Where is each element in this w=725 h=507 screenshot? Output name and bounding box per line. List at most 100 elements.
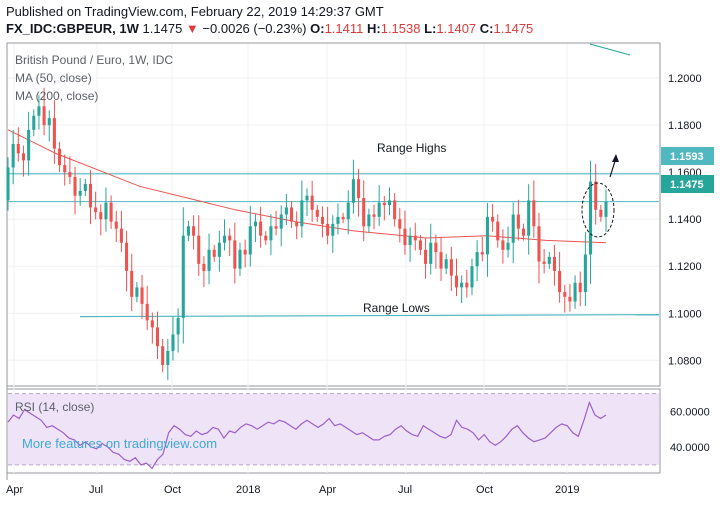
- candle-body: [485, 216, 489, 255]
- price-change: −0.0026 (−0.23%): [202, 21, 307, 36]
- rsi-line: [7, 400, 607, 470]
- candle-body: [290, 207, 294, 222]
- legend-ma200: MA (200, close): [15, 89, 98, 103]
- ma50-line: [7, 129, 607, 244]
- candle-body: [166, 350, 170, 366]
- candle-body: [104, 202, 108, 220]
- candle-body: [11, 143, 15, 168]
- candle-body: [496, 221, 500, 241]
- candle-body: [284, 207, 288, 215]
- candle-body: [274, 226, 278, 229]
- candle-body: [604, 201, 608, 217]
- time-tick-label: Jul: [398, 484, 412, 496]
- candle-body: [63, 165, 67, 173]
- candle-body: [16, 143, 20, 154]
- candle-body: [480, 252, 484, 255]
- candle-body: [207, 249, 211, 271]
- high-value: 1.1538: [380, 21, 421, 36]
- candle-body: [418, 240, 422, 250]
- published-line: Published on TradingView.com, February 2…: [6, 4, 384, 19]
- candle-body: [315, 209, 319, 217]
- candle-body: [506, 242, 510, 250]
- time-tick-label: Apr: [319, 484, 336, 496]
- candle-body: [192, 226, 196, 236]
- candle-body: [217, 242, 221, 257]
- candle-body: [259, 221, 263, 236]
- candle-body: [145, 303, 149, 321]
- candle-body: [42, 106, 46, 126]
- time-tick-label: Apr: [6, 484, 23, 496]
- candle-body: [351, 179, 355, 203]
- rsi-axis[interactable]: 40.0000 60.0000: [670, 406, 710, 454]
- price-pane-frame: [6, 42, 661, 387]
- price-tick-label: 1.0800: [668, 355, 702, 367]
- candle-body: [161, 346, 165, 366]
- candle-body: [248, 226, 252, 255]
- candle-body: [88, 183, 93, 208]
- candle-body: [599, 209, 603, 217]
- candle-body: [367, 214, 371, 227]
- ma200-line: [589, 43, 631, 56]
- candle-body: [449, 259, 453, 276]
- candle-body: [109, 202, 113, 222]
- candle-body: [434, 242, 438, 253]
- candle-body: [521, 228, 526, 236]
- candle-body: [222, 235, 227, 243]
- time-axis[interactable]: Apr Jul Oct 2018 Apr Jul Oct 2019: [6, 484, 579, 496]
- close-label: C:: [479, 21, 494, 36]
- candle-body: [155, 327, 160, 347]
- range-highs-label: Range Highs: [377, 141, 446, 155]
- candle-body: [408, 235, 412, 246]
- candle-body: [181, 235, 185, 318]
- legend-ma50: MA (50, close): [15, 71, 92, 85]
- price-tick-label: 1.2000: [668, 73, 702, 85]
- low-value: 1.1407: [436, 21, 477, 36]
- chart-header: Published on TradingView.com, February 2…: [6, 3, 721, 37]
- candle-body: [176, 317, 180, 335]
- candle-body: [326, 223, 330, 236]
- candle-body: [589, 181, 593, 255]
- candle-body: [429, 242, 433, 264]
- candle-body: [377, 202, 381, 217]
- candle-body: [264, 235, 268, 241]
- candle-body: [21, 153, 25, 161]
- highlight-ellipse: [581, 182, 615, 238]
- range-lows-label: Range Lows: [363, 301, 430, 315]
- candle-body: [114, 221, 118, 229]
- candle-body: [300, 200, 304, 227]
- price-tick-label: 1.1200: [668, 261, 702, 273]
- candle-body: [320, 216, 324, 224]
- candle-body: [594, 181, 598, 210]
- high-label: H:: [367, 21, 381, 36]
- candle-body: [527, 200, 531, 236]
- candles-group: [6, 87, 608, 380]
- candle-body: [58, 148, 62, 166]
- candle-body: [52, 118, 56, 149]
- last-price-badge-text: 1.1475: [670, 179, 704, 191]
- candle-body: [202, 263, 206, 271]
- time-tick-label: 2019: [555, 484, 579, 496]
- candle-body: [444, 259, 448, 269]
- candle-body: [295, 221, 299, 227]
- candle-body: [336, 216, 340, 224]
- time-tick-label: 2018: [236, 484, 260, 496]
- candle-body: [552, 256, 556, 271]
- candle-body: [253, 221, 257, 227]
- candle-body: [331, 223, 335, 236]
- candle-body: [135, 287, 139, 297]
- candle-body: [83, 183, 87, 191]
- time-tick-label: Oct: [476, 484, 493, 496]
- candle-body: [547, 256, 551, 264]
- candle-body: [186, 226, 190, 236]
- candle-body: [372, 214, 376, 217]
- candle-body: [578, 282, 582, 293]
- watermark-link[interactable]: More features on tradingview.com: [22, 436, 217, 451]
- candle-body: [37, 106, 41, 116]
- candle-body: [78, 190, 82, 196]
- candle-body: [501, 240, 505, 250]
- candle-body: [238, 249, 242, 269]
- price-axis[interactable]: 1.08001.10001.12001.14001.16001.18001.20…: [668, 73, 702, 367]
- candle-body: [542, 261, 546, 264]
- candle-body: [475, 252, 479, 267]
